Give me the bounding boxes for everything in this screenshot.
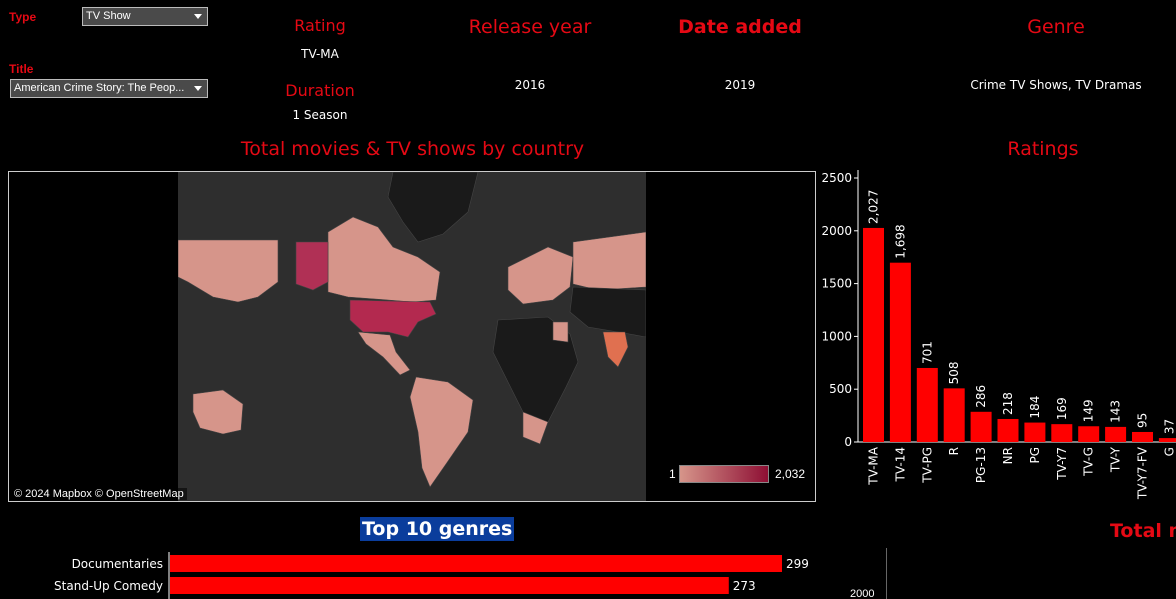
country-alaska[interactable] bbox=[295, 241, 329, 291]
genre-value-label: 299 bbox=[786, 557, 809, 571]
country-central-asia[interactable] bbox=[569, 286, 646, 338]
ratings-y-tick-label: 1500 bbox=[821, 277, 852, 291]
total-section-title: Total m bbox=[1110, 520, 1176, 542]
country-map[interactable]: © 2024 Mapbox © OpenStreetMap 1 2,032 bbox=[8, 171, 816, 502]
top10-genres-title: Top 10 genres bbox=[360, 517, 515, 541]
ratings-bar-value-label: 149 bbox=[1082, 399, 1096, 422]
ratings-y-tick-label: 0 bbox=[844, 435, 852, 449]
title-filter-value: American Crime Story: The Peop... bbox=[14, 82, 185, 94]
ratings-y-tick-label: 500 bbox=[829, 382, 852, 396]
release-year-value: 2016 bbox=[514, 78, 546, 92]
ratings-bar-value-label: 1,698 bbox=[893, 224, 907, 258]
genre-title: Genre bbox=[1027, 16, 1085, 38]
genre-bar-documentaries[interactable] bbox=[170, 555, 782, 572]
legend-min-label: 1 bbox=[669, 467, 676, 481]
country-south-africa[interactable] bbox=[522, 411, 549, 445]
country-russia[interactable] bbox=[572, 231, 646, 291]
title-filter-select[interactable]: American Crime Story: The Peop... bbox=[10, 79, 208, 98]
ratings-category-label: TV-14 bbox=[893, 447, 907, 482]
ratings-category-label: R bbox=[947, 447, 961, 455]
legend-max-label: 2,032 bbox=[775, 467, 806, 481]
ratings-bar-tv-y[interactable] bbox=[1105, 426, 1127, 442]
ratings-bar-g[interactable] bbox=[1158, 438, 1176, 442]
country-canada[interactable] bbox=[327, 216, 441, 303]
ratings-bar-value-label: 95 bbox=[1136, 413, 1150, 428]
ratings-bar-nr[interactable] bbox=[997, 418, 1019, 442]
country-greenland[interactable] bbox=[387, 172, 479, 243]
ratings-bar-tv-y7-fv[interactable] bbox=[1132, 431, 1153, 442]
chevron-down-icon bbox=[194, 86, 202, 91]
ratings-bar-tv-ma[interactable] bbox=[863, 227, 884, 442]
ratings-bar-value-label: 169 bbox=[1055, 397, 1069, 420]
country-usa[interactable] bbox=[349, 299, 437, 338]
ratings-bar-tv-14[interactable] bbox=[889, 262, 911, 442]
country-egypt[interactable] bbox=[552, 321, 569, 343]
genre-bar-stand-up-comedy[interactable] bbox=[170, 577, 729, 594]
ratings-category-label: TV-MA bbox=[867, 446, 881, 486]
genre-label: Stand-Up Comedy bbox=[54, 579, 163, 593]
world-map-svg bbox=[178, 172, 646, 488]
total-chart-axis bbox=[886, 548, 887, 599]
map-title: Total movies & TV shows by country bbox=[240, 138, 585, 160]
ratings-category-label: TV-G bbox=[1082, 447, 1096, 477]
country-south-america[interactable] bbox=[409, 376, 474, 488]
ratings-category-label: PG bbox=[1028, 447, 1042, 464]
country-india[interactable] bbox=[602, 331, 629, 368]
duration-value: 1 Season bbox=[292, 108, 348, 122]
ratings-y-tick-label: 1000 bbox=[821, 329, 852, 343]
chevron-down-icon bbox=[194, 14, 202, 19]
genre-value-label: 273 bbox=[733, 579, 756, 593]
ratings-bar-value-label: 286 bbox=[974, 385, 988, 408]
ratings-y-tick-label: 2500 bbox=[821, 171, 852, 185]
type-filter-label: Type bbox=[9, 10, 37, 24]
ratings-y-tick-label: 2000 bbox=[821, 224, 852, 238]
type-filter-select[interactable]: TV Show bbox=[82, 7, 208, 26]
duration-title: Duration bbox=[285, 81, 355, 100]
ratings-bar-pg-13[interactable] bbox=[970, 411, 992, 442]
ratings-bar-pg[interactable] bbox=[1024, 422, 1046, 442]
ratings-bar-value-label: 2,027 bbox=[867, 190, 881, 224]
release-year-title: Release year bbox=[468, 16, 592, 38]
ratings-bar-r[interactable] bbox=[943, 388, 965, 442]
map-canvas[interactable] bbox=[178, 172, 646, 501]
country-europe[interactable] bbox=[507, 246, 574, 305]
ratings-bar-value-label: 37 bbox=[1162, 419, 1176, 434]
ratings-category-label: TV-Y7 bbox=[1055, 447, 1069, 481]
top10-genres-chart: Documentaries 299 Stand-Up Comedy 273 bbox=[54, 552, 809, 599]
total-chart-ytick: 2000 bbox=[850, 588, 875, 599]
title-filter-label: Title bbox=[9, 62, 34, 76]
ratings-category-label: TV-Y7-FV bbox=[1136, 446, 1150, 500]
ratings-title: Ratings bbox=[1007, 138, 1079, 160]
ratings-bar-tv-pg[interactable] bbox=[916, 367, 938, 442]
ratings-bar-value-label: 218 bbox=[1001, 392, 1015, 415]
country-mexico[interactable] bbox=[357, 331, 411, 376]
ratings-bar-value-label: 143 bbox=[1109, 400, 1123, 423]
rating-value: TV-MA bbox=[301, 47, 339, 61]
ratings-bar-value-label: 508 bbox=[947, 361, 961, 384]
ratings-category-label: TV-Y bbox=[1109, 446, 1123, 473]
ratings-bar-value-label: 701 bbox=[920, 341, 934, 364]
date-added-title: Date added bbox=[678, 16, 802, 38]
ratings-category-label: G bbox=[1162, 447, 1176, 456]
country-australia[interactable] bbox=[192, 389, 244, 435]
genre-value: Crime TV Shows, TV Dramas bbox=[970, 78, 1142, 92]
ratings-category-label: TV-PG bbox=[920, 447, 934, 484]
ratings-bar-chart: 0 500 1000 1500 2000 2500 2,027 TV-MA 1,698 TV-14… bbox=[821, 170, 1176, 500]
ratings-category-label: NR bbox=[1001, 447, 1015, 464]
ratings-bar-tv-g[interactable] bbox=[1078, 426, 1100, 442]
genre-label: Documentaries bbox=[72, 557, 163, 571]
date-added-value: 2019 bbox=[724, 78, 756, 92]
country-russia-east[interactable] bbox=[178, 239, 279, 303]
ratings-category-label: PG-13 bbox=[974, 447, 988, 483]
ratings-bar-value-label: 184 bbox=[1028, 396, 1042, 419]
ratings-bar-tv-y7[interactable] bbox=[1051, 424, 1073, 442]
map-attribution[interactable]: © 2024 Mapbox © OpenStreetMap bbox=[11, 488, 187, 500]
rating-title: Rating bbox=[294, 16, 346, 35]
map-color-legend bbox=[679, 465, 769, 483]
type-filter-value: TV Show bbox=[86, 10, 131, 22]
